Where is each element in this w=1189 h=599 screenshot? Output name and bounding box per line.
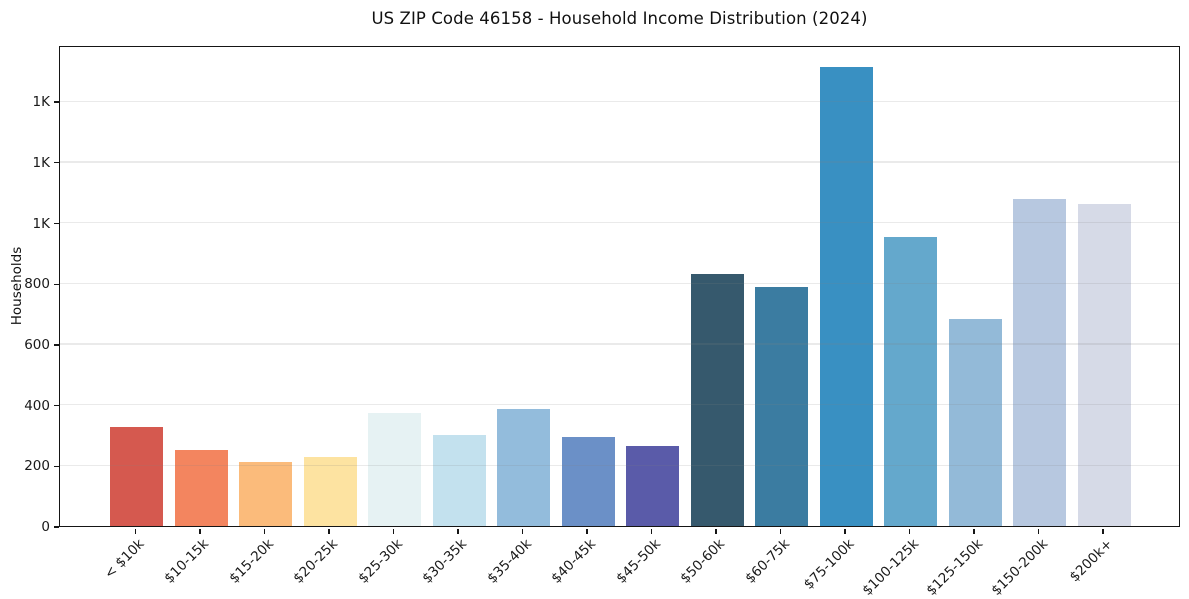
x-tick-mark — [1037, 528, 1040, 534]
y-tick-label: 600 — [24, 336, 50, 353]
bar-60-75k — [755, 287, 808, 526]
bar-15-20k — [239, 461, 292, 526]
bar-200k — [1077, 204, 1131, 526]
x-tick-mark — [973, 528, 975, 534]
bar-125-150k — [948, 319, 1002, 526]
gridline — [60, 343, 1179, 345]
x-tick-mark — [715, 528, 717, 534]
x-tick-mark — [263, 528, 266, 534]
x-tick-mark — [779, 528, 782, 534]
y-tick-label: 200 — [24, 458, 50, 475]
gridline — [60, 161, 1179, 163]
x-tick-mark — [134, 528, 137, 534]
bar-40-45k — [561, 437, 615, 526]
y-tick-mark — [54, 404, 59, 407]
gridline — [60, 100, 1179, 102]
bar-10-15k — [174, 449, 228, 526]
x-tick-mark — [908, 528, 911, 534]
y-tick-label: 400 — [24, 397, 50, 414]
y-tick-mark — [54, 162, 59, 164]
bar-30-35k — [432, 434, 486, 526]
x-tick-mark — [586, 528, 588, 534]
x-tick-mark — [328, 528, 330, 534]
x-tick-mark — [199, 528, 201, 534]
y-tick-mark — [54, 283, 59, 285]
x-tick-mark — [457, 528, 459, 534]
plot-area — [59, 46, 1180, 527]
y-tick-mark — [54, 526, 59, 528]
y-tick-mark — [54, 222, 59, 225]
bar-100-125k — [884, 237, 937, 526]
y-tick-mark — [54, 101, 59, 103]
gridline — [60, 282, 1179, 284]
y-tick-mark — [54, 465, 59, 467]
bar-10k — [110, 427, 163, 526]
gridline — [60, 221, 1179, 224]
gridline — [60, 464, 1179, 466]
y-tick-mark — [54, 344, 59, 346]
bar-75-100k — [819, 66, 873, 526]
y-tick-label: 0 — [41, 519, 50, 535]
x-tick-mark — [844, 528, 846, 534]
x-tick-mark — [392, 528, 395, 534]
chart-title: US ZIP Code 46158 - Household Income Dis… — [371, 9, 868, 28]
bar-35-40k — [497, 409, 550, 526]
bar-25-30k — [368, 413, 421, 526]
bar-150-200k — [1013, 199, 1066, 526]
y-tick-label: 1K — [32, 94, 50, 111]
x-tick-mark — [1102, 528, 1104, 534]
gridline — [60, 403, 1179, 406]
y-tick-label: 1K — [32, 154, 50, 171]
bar-20-25k — [303, 457, 357, 526]
bar-50-60k — [690, 274, 744, 526]
x-tick-mark — [521, 528, 524, 534]
bar-45-50k — [626, 445, 679, 526]
y-tick-label: 1K — [32, 215, 50, 232]
x-tick-mark — [650, 528, 653, 534]
y-tick-label: 800 — [24, 276, 50, 293]
